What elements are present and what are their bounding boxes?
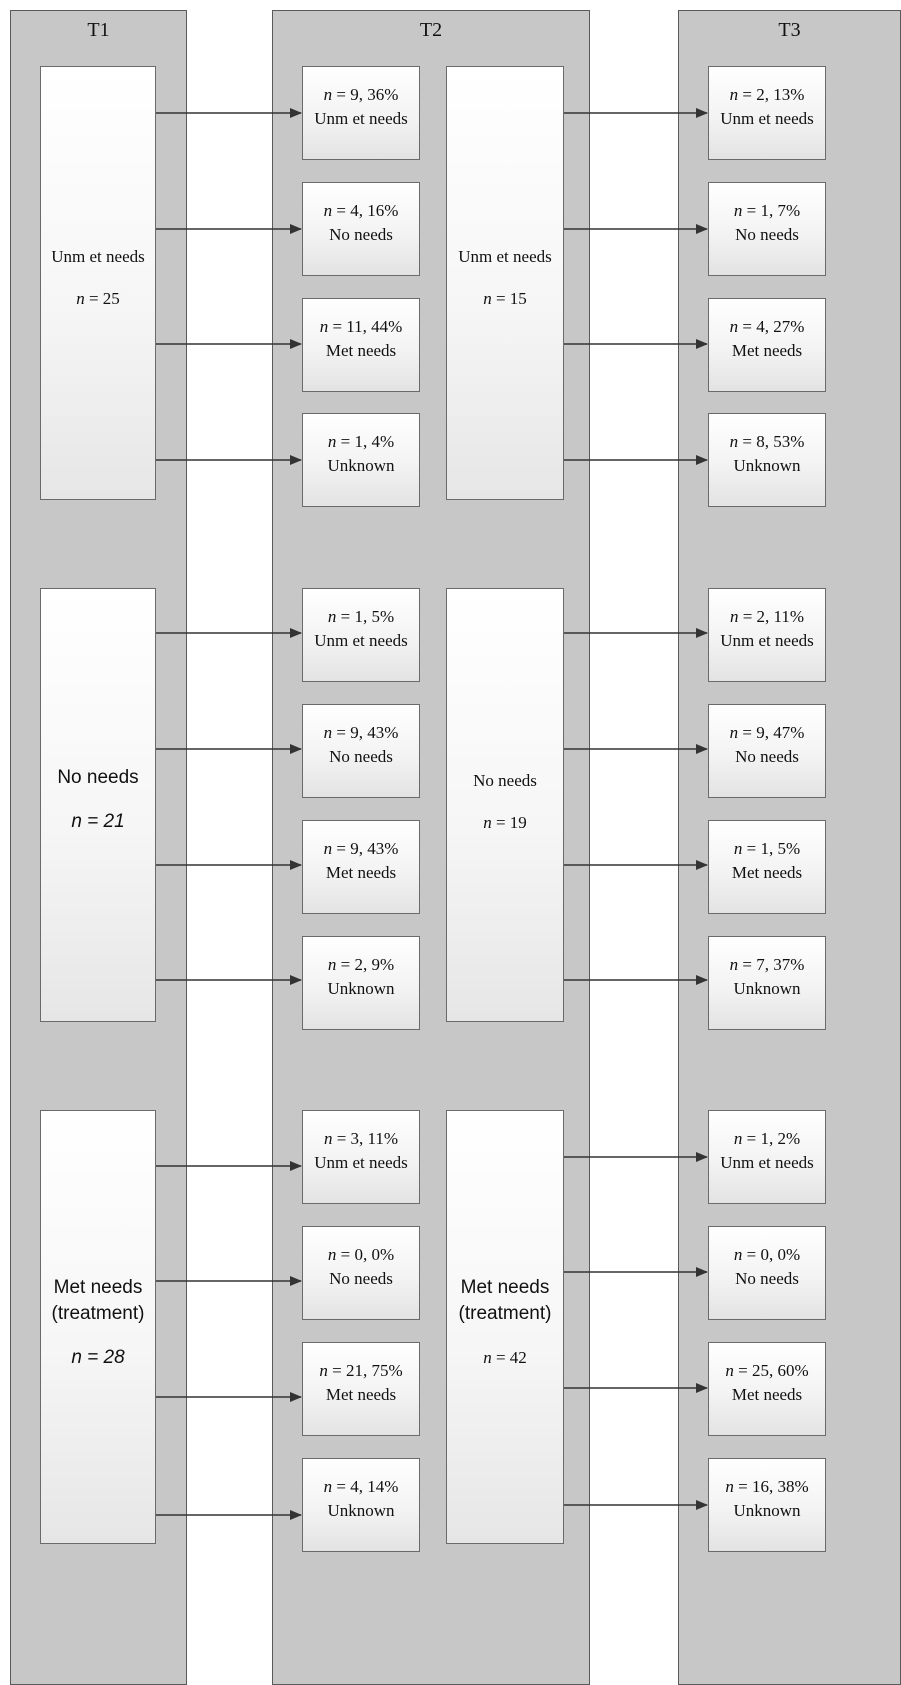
column-title-t1: T1 [87, 19, 110, 41]
t3-outcome-box: n = 1, 5% Met needs [708, 820, 826, 914]
t3-outcome-box: n = 16, 38% Unknown [708, 1458, 826, 1552]
t2-outcome-box: n = 1, 5% Unm et needs [302, 588, 420, 682]
t3-outcome-box: n = 9, 47% No needs [708, 704, 826, 798]
t2-outcome-box: n = 2, 9% Unknown [302, 936, 420, 1030]
t2-group-label: No needs [473, 771, 537, 790]
column-title-t2: T2 [419, 19, 443, 41]
t2-group-label: Met needs [460, 1277, 550, 1298]
t3-outcome-box: n = 4, 27% Met needs [708, 298, 826, 392]
t2-group-n: n = 15 [483, 289, 527, 308]
t3-outcome-box: n = 25, 60% Met needs [708, 1342, 826, 1436]
t2-group-n: n = 19 [483, 813, 527, 832]
t1-group-met-needs: Met needs (treatment) n = 28 [40, 1110, 156, 1544]
t1-group-label: Unm et needs [51, 247, 145, 266]
t1-group-label: Met needs [53, 1277, 143, 1298]
t3-outcome-box: n = 2, 11% Unm et needs [708, 588, 826, 682]
t2-outcome-box: n = 4, 16% No needs [302, 182, 420, 276]
t3-outcome-box: n = 1, 7% No needs [708, 182, 826, 276]
t2-outcome-box: n = 11, 44% Met needs [302, 298, 420, 392]
t1-group-unmet-needs: Unm et needs n = 25 [40, 66, 156, 500]
t2-group-label-line2: (treatment) [458, 1303, 552, 1324]
column-title-t3: T3 [778, 19, 801, 41]
t1-group-label: No needs [57, 767, 139, 788]
t2-group-unmet-needs: Unm et needs n = 15 [446, 66, 564, 500]
t3-outcome-box: n = 2, 13% Unm et needs [708, 66, 826, 160]
t2-outcome-box: n = 9, 43% Met needs [302, 820, 420, 914]
t2-outcome-box: n = 3, 11% Unm et needs [302, 1110, 420, 1204]
t1-group-n: n = 28 [71, 1347, 125, 1368]
t3-outcome-box: n = 8, 53% Unknown [708, 413, 826, 507]
t3-outcome-box: n = 1, 2% Unm et needs [708, 1110, 826, 1204]
t3-outcome-box: n = 0, 0% No needs [708, 1226, 826, 1320]
t2-group-no-needs: No needs n = 19 [446, 588, 564, 1022]
t2-outcome-box: n = 4, 14% Unknown [302, 1458, 420, 1552]
t2-group-label: Unm et needs [458, 247, 552, 266]
t2-group-met-needs: Met needs (treatment) n = 42 [446, 1110, 564, 1544]
t1-group-n: n = 25 [76, 289, 120, 308]
t2-group-n: n = 42 [483, 1348, 527, 1367]
t1-group-no-needs: No needs n = 21 [40, 588, 156, 1022]
t1-group-n: n = 21 [71, 811, 125, 832]
t3-outcome-box: n = 7, 37% Unknown [708, 936, 826, 1030]
t1-group-label-line2: (treatment) [51, 1303, 145, 1324]
t2-outcome-box: n = 1, 4% Unknown [302, 413, 420, 507]
t2-outcome-box: n = 9, 43% No needs [302, 704, 420, 798]
t2-outcome-box: n = 21, 75% Met needs [302, 1342, 420, 1436]
t2-outcome-box: n = 9, 36% Unm et needs [302, 66, 420, 160]
t2-outcome-box: n = 0, 0% No needs [302, 1226, 420, 1320]
